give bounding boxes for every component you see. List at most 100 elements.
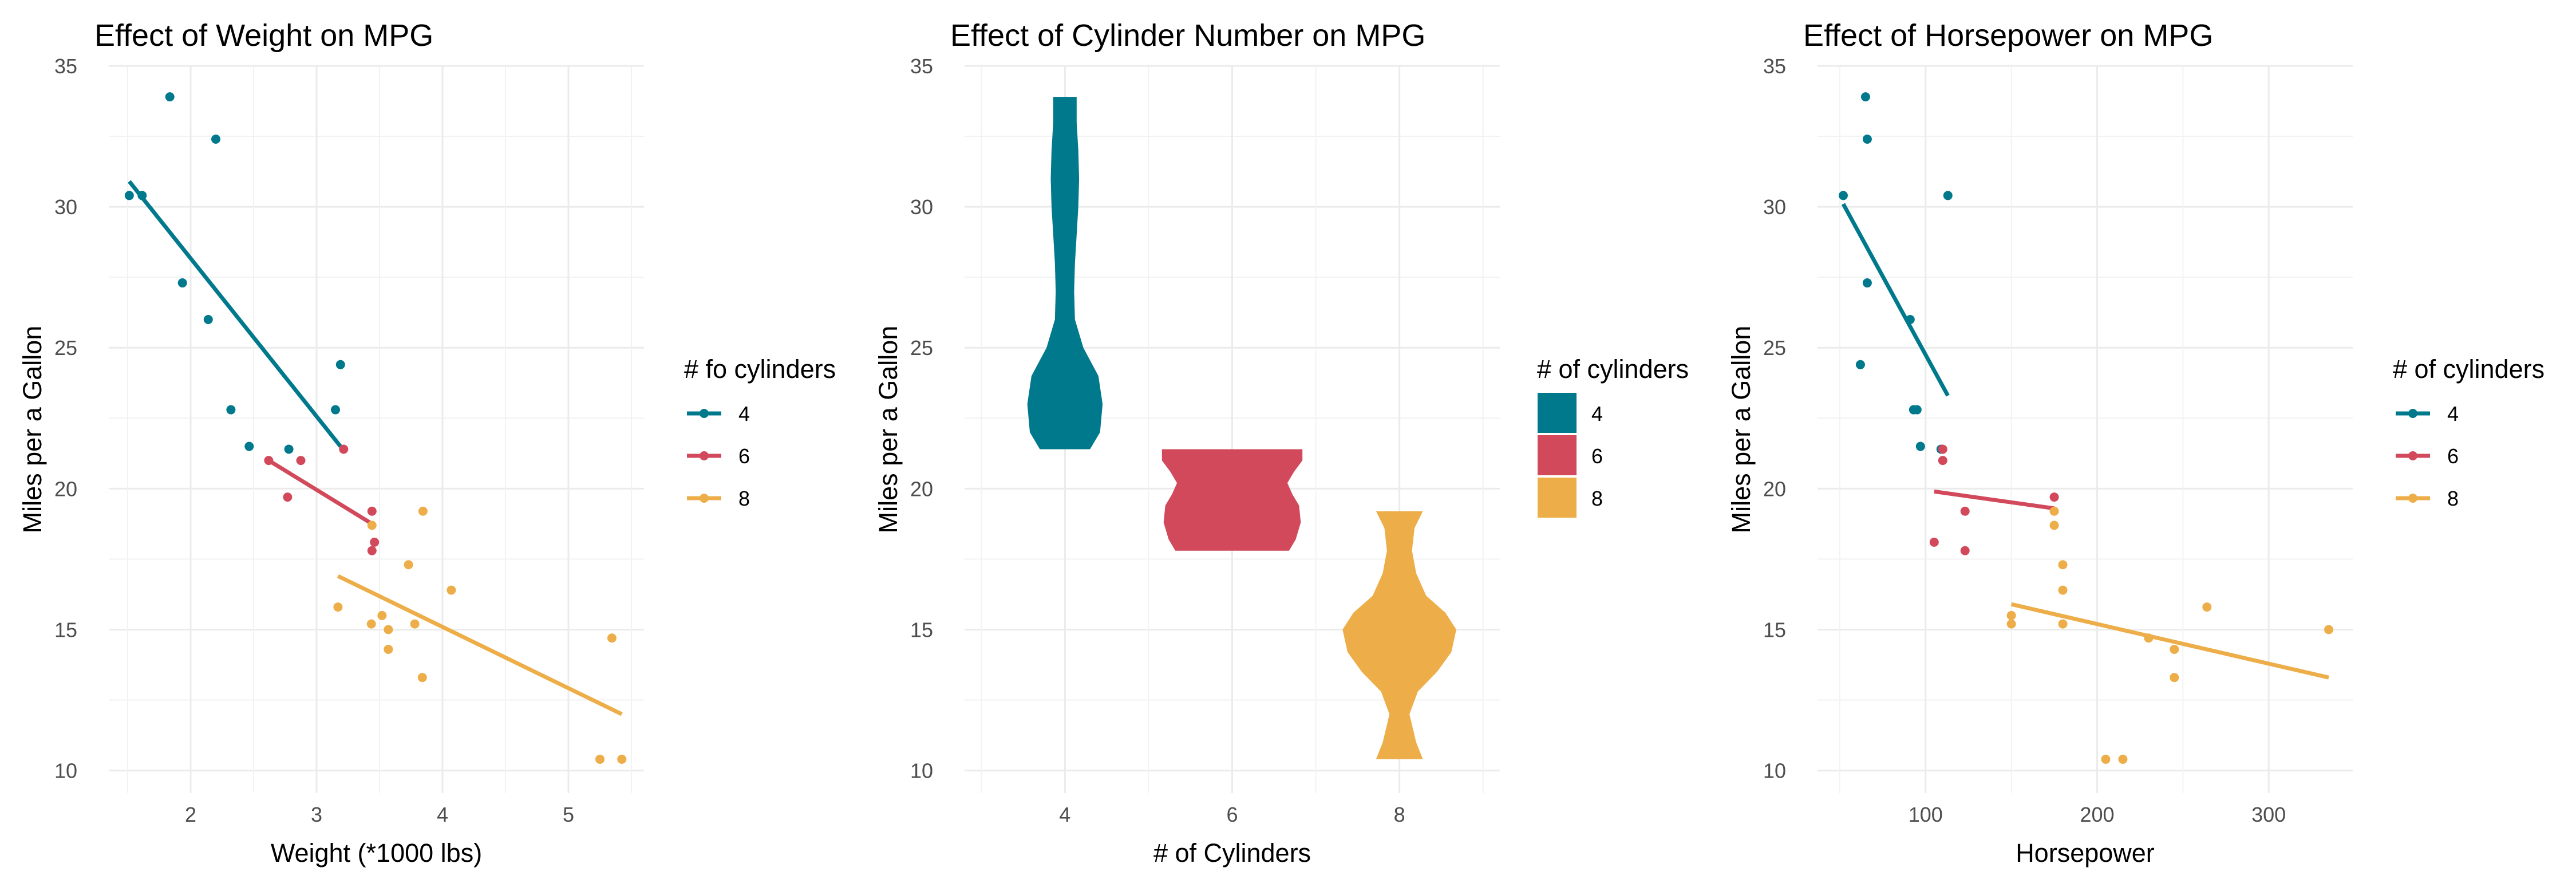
data-point-6 (283, 492, 293, 502)
data-point-8 (2006, 619, 2016, 629)
data-point-4 (165, 92, 175, 102)
y-tick-label: 10 (54, 759, 77, 783)
y-tick-label: 15 (1763, 618, 1786, 641)
legend-key-6 (1536, 434, 1578, 476)
legend-key-point-6 (2408, 451, 2417, 460)
data-point-6 (339, 444, 349, 454)
y-axis-title: Miles per a Gallon (874, 326, 903, 534)
data-point-4 (203, 315, 213, 325)
data-point-4 (244, 441, 254, 451)
data-point-4 (1860, 92, 1870, 102)
data-point-8 (384, 644, 393, 654)
data-point-8 (2170, 644, 2179, 654)
fit-line-6 (267, 459, 376, 527)
data-point-8 (595, 754, 605, 764)
legend: # of cylinders 4 6 8 (1536, 354, 1689, 519)
data-point-4 (331, 405, 340, 415)
legend-key-point-8 (2408, 494, 2417, 503)
y-tick-label: 10 (1763, 759, 1786, 783)
fit-line-8 (2010, 602, 2329, 680)
y-tick-label: 20 (54, 477, 77, 500)
violin-8 (1342, 511, 1456, 759)
data-point-8 (2006, 610, 2016, 620)
x-axis-title: Weight (*1000 lbs) (271, 838, 482, 868)
data-point-8 (417, 673, 427, 683)
horsepower-mpg-panel: 10 15 20 25 30 35 100 200 300 Effect of Horsepow… (1726, 18, 2545, 868)
y-tick-label: 25 (54, 336, 77, 360)
x-tick-label: 300 (2251, 803, 2286, 826)
fit-line-4 (128, 180, 342, 448)
legend-title: # fo cylinders (684, 354, 836, 384)
data-point-8 (366, 619, 376, 629)
legend-label-6: 6 (1591, 444, 1603, 468)
data-point-8 (2049, 506, 2059, 516)
data-point-4 (124, 191, 134, 200)
legend-key-8 (1536, 476, 1578, 519)
legend-label-4: 4 (1591, 402, 1603, 425)
legend-key-point-6 (700, 451, 709, 460)
y-axis-title: Miles per a Gallon (18, 326, 47, 534)
data-point-6 (1938, 456, 1947, 466)
data-point-8 (2144, 633, 2154, 643)
data-point-6 (367, 506, 377, 516)
data-point-8 (2324, 625, 2334, 634)
data-point-4 (1855, 360, 1865, 369)
data-point-4 (226, 405, 236, 415)
legend-key-point-4 (700, 409, 709, 418)
y-tick-label: 20 (1763, 477, 1786, 500)
data-point-8 (2101, 754, 2111, 764)
y-axis-title: Miles per a Gallon (1726, 326, 1756, 534)
data-point-8 (384, 625, 393, 634)
legend-label-8: 8 (738, 487, 750, 510)
legend-key-point-8 (700, 494, 709, 503)
data-point-8 (377, 610, 387, 620)
x-tick-label: 4 (1059, 803, 1070, 826)
fit-line-6 (1934, 489, 2055, 511)
data-point-6 (1938, 444, 1947, 454)
x-tick-label: 100 (1909, 803, 1943, 826)
y-tick-label: 35 (54, 54, 77, 78)
x-axis-title: Horsepower (2016, 838, 2155, 868)
data-point-6 (1929, 537, 1939, 547)
y-tick-label: 35 (910, 54, 933, 78)
x-tick-label: 2 (185, 803, 196, 826)
x-tick-label: 200 (2080, 803, 2114, 826)
data-point-6 (1960, 546, 1970, 555)
data-point-4 (284, 444, 294, 454)
legend-title: # of cylinders (2393, 354, 2545, 384)
y-tick-label: 30 (1763, 195, 1786, 219)
data-point-8 (404, 560, 413, 570)
data-point-4 (137, 191, 147, 200)
legend-key-point-4 (2408, 409, 2417, 418)
data-point-4 (1838, 191, 1848, 200)
data-point-8 (2058, 585, 2068, 595)
data-point-8 (607, 633, 617, 643)
data-point-6 (2049, 492, 2059, 502)
data-point-4 (1912, 405, 1922, 415)
data-point-6 (264, 456, 274, 466)
data-point-4 (211, 134, 220, 144)
cylinders-mpg-panel: 10 15 20 25 30 35 4 6 8 Effect of Cylinder Numbe… (874, 18, 1689, 868)
y-tick-label: 10 (910, 759, 933, 783)
x-axis-title: # of Cylinders (1153, 838, 1311, 868)
legend-label-8: 8 (2447, 487, 2459, 510)
data-point-4 (1943, 191, 1953, 200)
data-point-8 (2202, 602, 2212, 612)
data-point-6 (367, 546, 377, 555)
data-point-8 (2118, 754, 2128, 764)
data-point-8 (418, 506, 428, 516)
legend-label-8: 8 (1591, 487, 1603, 510)
data-point-4 (1862, 278, 1872, 288)
data-point-4 (1862, 134, 1872, 144)
x-tick-label: 6 (1226, 803, 1238, 826)
legend-label-4: 4 (2447, 402, 2459, 425)
y-tick-label: 15 (910, 618, 933, 641)
weight-mpg-panel: 10 15 20 25 30 35 2 3 4 5 Effect of Weight on MPG… (18, 18, 836, 868)
data-point-4 (177, 278, 187, 288)
violin-4 (1027, 97, 1103, 450)
legend-label-4: 4 (738, 402, 750, 425)
data-point-8 (410, 619, 420, 629)
y-tick-label: 35 (1763, 54, 1786, 78)
y-tick-label: 25 (910, 336, 933, 360)
